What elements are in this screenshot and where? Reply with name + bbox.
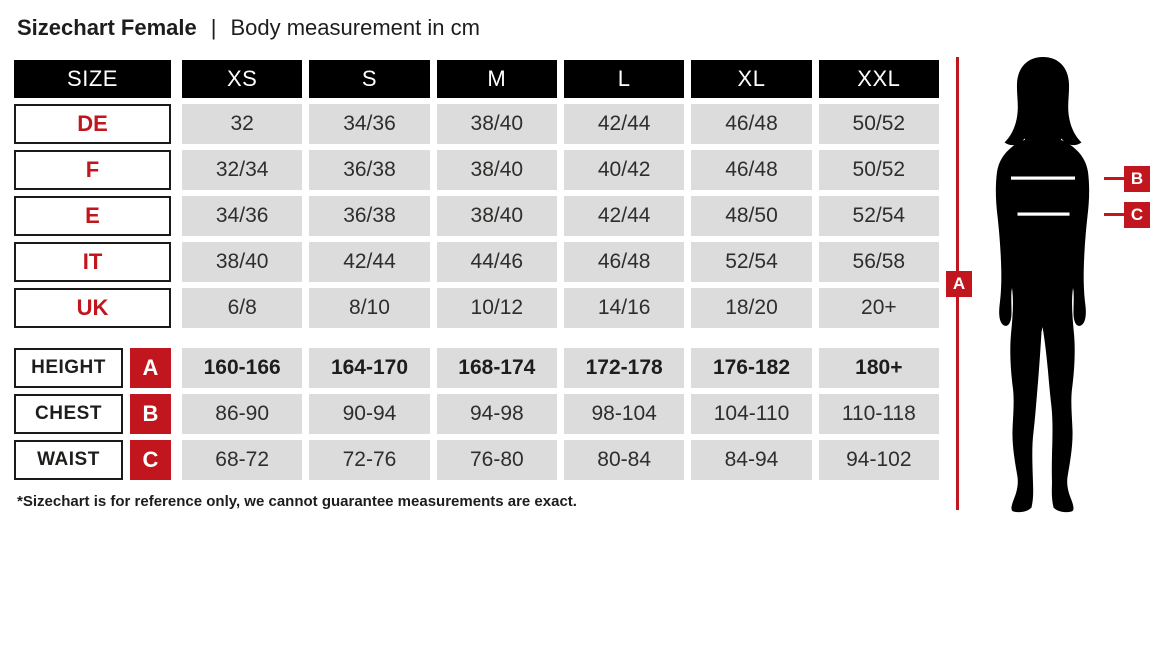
- cell-chest-m: 94-98: [436, 394, 557, 434]
- chest-marker-b: B: [130, 394, 171, 434]
- row-label-uk: UK: [14, 288, 171, 328]
- column-header-xl: XL: [691, 60, 812, 98]
- cell-waist-m: 76-80: [436, 440, 557, 480]
- waist-marker-c: C: [130, 440, 171, 480]
- cell-waist-xxl: 94-102: [818, 440, 939, 480]
- row-label-f: F: [14, 150, 171, 190]
- figure-marker-a: A: [946, 271, 972, 297]
- cell-uk-l: 14/16: [564, 288, 685, 328]
- column-header-s: S: [309, 60, 430, 98]
- figure-marker-c: C: [1124, 202, 1150, 228]
- waist-line: [1017, 212, 1070, 216]
- cell-de-m: 38/40: [436, 104, 557, 144]
- figure-marker-b: B: [1124, 166, 1150, 192]
- cell-waist-xl: 84-94: [691, 440, 812, 480]
- row-label-waist: WAIST C: [14, 440, 171, 480]
- cell-f-xs: 32/34: [182, 150, 303, 190]
- cell-uk-s: 8/10: [309, 288, 430, 328]
- cell-f-m: 38/40: [436, 150, 557, 190]
- cell-height-l: 172-178: [564, 348, 685, 388]
- chest-pointer-line: [1104, 177, 1124, 180]
- sizechart-table: XS S M L XL XXL 32 34/36 38/40 42/44 46/…: [182, 60, 939, 480]
- section-spacer: [14, 334, 171, 342]
- row-label-e: E: [14, 196, 171, 236]
- height-marker-a: A: [130, 348, 171, 388]
- cell-de-l: 42/44: [564, 104, 685, 144]
- cell-waist-s: 72-76: [309, 440, 430, 480]
- column-header-m: M: [436, 60, 557, 98]
- cell-e-l: 42/44: [564, 196, 685, 236]
- cell-chest-xs: 86-90: [182, 394, 303, 434]
- column-header-l: L: [564, 60, 685, 98]
- cell-chest-xxl: 110-118: [818, 394, 939, 434]
- size-label-column: SIZE DE F E IT UK HEIGHT A CHEST B WAIST…: [14, 60, 171, 480]
- cell-it-l: 46/48: [564, 242, 685, 282]
- waist-pointer-line: [1104, 213, 1124, 216]
- section-spacer: [182, 334, 939, 342]
- cell-de-s: 34/36: [309, 104, 430, 144]
- cell-height-m: 168-174: [436, 348, 557, 388]
- cell-e-xs: 34/36: [182, 196, 303, 236]
- cell-height-s: 164-170: [309, 348, 430, 388]
- title-separator: |: [210, 15, 217, 40]
- row-label-height: HEIGHT A: [14, 348, 171, 388]
- size-column-header: SIZE: [14, 60, 171, 98]
- cell-it-xxl: 56/58: [818, 242, 939, 282]
- female-silhouette-icon: [995, 57, 1090, 513]
- cell-it-xl: 52/54: [691, 242, 812, 282]
- cell-uk-m: 10/12: [436, 288, 557, 328]
- cell-height-xs: 160-166: [182, 348, 303, 388]
- cell-f-l: 40/42: [564, 150, 685, 190]
- title-main: Sizechart Female: [17, 15, 197, 40]
- cell-it-m: 44/46: [436, 242, 557, 282]
- column-header-xs: XS: [182, 60, 303, 98]
- cell-de-xs: 32: [182, 104, 303, 144]
- row-label-chest: CHEST B: [14, 394, 171, 434]
- cell-waist-l: 80-84: [564, 440, 685, 480]
- cell-e-xxl: 52/54: [818, 196, 939, 236]
- cell-uk-xs: 6/8: [182, 288, 303, 328]
- footnote: *Sizechart is for reference only, we can…: [17, 493, 577, 510]
- cell-f-s: 36/38: [309, 150, 430, 190]
- cell-chest-l: 98-104: [564, 394, 685, 434]
- cell-it-xs: 38/40: [182, 242, 303, 282]
- cell-chest-s: 90-94: [309, 394, 430, 434]
- cell-waist-xs: 68-72: [182, 440, 303, 480]
- height-label: HEIGHT: [14, 348, 123, 388]
- cell-f-xxl: 50/52: [818, 150, 939, 190]
- chest-line: [1011, 176, 1075, 180]
- row-label-de: DE: [14, 104, 171, 144]
- cell-de-xl: 46/48: [691, 104, 812, 144]
- cell-e-s: 36/38: [309, 196, 430, 236]
- title-subtitle: Body measurement in cm: [230, 15, 480, 40]
- cell-e-xl: 48/50: [691, 196, 812, 236]
- row-label-it: IT: [14, 242, 171, 282]
- cell-de-xxl: 50/52: [818, 104, 939, 144]
- cell-e-m: 38/40: [436, 196, 557, 236]
- cell-chest-xl: 104-110: [691, 394, 812, 434]
- cell-f-xl: 46/48: [691, 150, 812, 190]
- page-title: Sizechart Female | Body measurement in c…: [17, 15, 480, 41]
- cell-uk-xxl: 20+: [818, 288, 939, 328]
- chest-label: CHEST: [14, 394, 123, 434]
- cell-height-xxl: 180+: [818, 348, 939, 388]
- cell-it-s: 42/44: [309, 242, 430, 282]
- column-header-xxl: XXL: [818, 60, 939, 98]
- cell-height-xl: 176-182: [691, 348, 812, 388]
- waist-label: WAIST: [14, 440, 123, 480]
- cell-uk-xl: 18/20: [691, 288, 812, 328]
